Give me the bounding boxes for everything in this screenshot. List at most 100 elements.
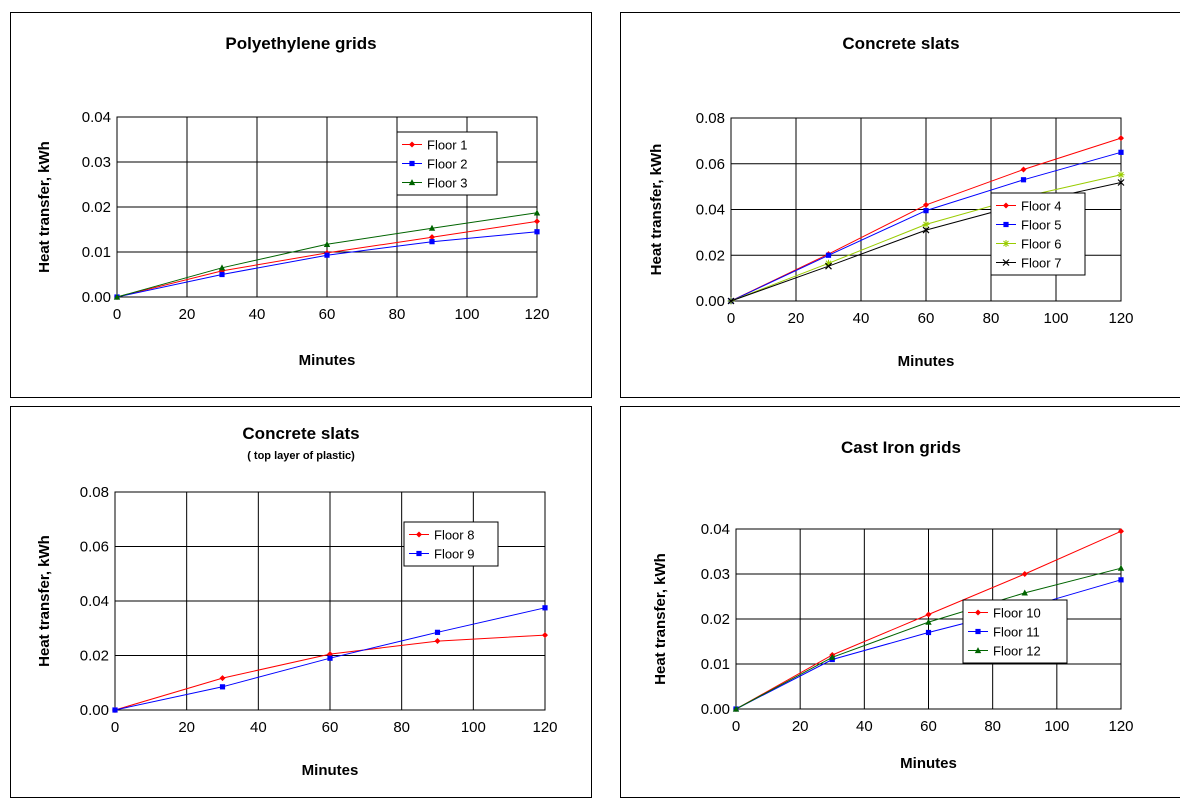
x-tick-label: 40 <box>250 719 267 736</box>
data-point-series-2 <box>1118 149 1124 155</box>
y-tick-label: 0.03 <box>82 154 111 171</box>
y-tick-label: 0.00 <box>701 701 730 718</box>
data-point-series-4 <box>727 297 735 305</box>
data-point-series-3 <box>1117 564 1125 571</box>
data-point-series-2 <box>534 229 540 235</box>
x-tick-label: 80 <box>984 718 1001 735</box>
x-tick-label: 40 <box>249 306 266 323</box>
data-point-series-1 <box>1118 528 1124 535</box>
chart-panel-cast-iron: Cast Iron grids 0.00 0.01 0.02 0.03 0.04 0 20 40… <box>620 406 1180 798</box>
chart-title: Cast Iron grids <box>841 438 961 457</box>
chart-polyethylene: Polyethylene grids 0.00 0.01 0.02 0.03 0.04 0 2… <box>36 34 550 369</box>
y-tick-label: 0.00 <box>82 289 111 306</box>
data-point-series-1 <box>1020 166 1027 173</box>
legend-label: Floor 7 <box>1021 256 1061 271</box>
x-tick-label: 80 <box>393 719 410 736</box>
legend-marker <box>409 160 415 167</box>
x-tick-label: 20 <box>178 719 195 736</box>
data-point-series-2 <box>1118 577 1124 583</box>
plot-area <box>735 528 1122 710</box>
data-point-series-2 <box>923 208 929 214</box>
data-point-series-2 <box>1020 177 1027 183</box>
data-point-series-2 <box>925 629 932 636</box>
legend-label: Floor 11 <box>993 625 1040 640</box>
data-point-series-1 <box>1021 571 1028 577</box>
y-axis-title: Heat transfer, kWh <box>36 535 53 667</box>
chart-cast-iron: Cast Iron grids 0.00 0.01 0.02 0.03 0.04 0 20 40… <box>652 438 1134 772</box>
chart-title: Polyethylene grids <box>225 34 376 53</box>
x-tick-label: 60 <box>322 719 339 736</box>
legend-label: Floor 9 <box>434 547 474 562</box>
x-tick-label: 120 <box>532 719 557 736</box>
data-point-series-1 <box>1118 135 1124 142</box>
y-tick-label: 0.08 <box>696 110 725 127</box>
data-point-series-2 <box>219 271 225 278</box>
chart-title: Concrete slats <box>842 34 959 53</box>
data-point-series-2 <box>429 239 435 245</box>
legend-label: Floor 4 <box>1021 199 1061 214</box>
chart-panel-concrete-slats: Concrete slats 0.00 0.02 0.04 0.06 0.08 0 20 40 6… <box>620 12 1180 398</box>
legend-marker <box>975 609 981 616</box>
x-tick-label: 120 <box>524 306 549 323</box>
chart-concrete-slats: Concrete slats 0.00 0.02 0.04 0.06 0.08 0 20 40 6… <box>648 34 1134 370</box>
y-tick-label: 0.04 <box>80 593 109 610</box>
data-point-series-3 <box>925 618 932 625</box>
legend-marker <box>1002 240 1010 247</box>
chart-panel-concrete-slats-plastic: Concrete slats ( top layer of plastic) 0.0… <box>10 406 592 798</box>
x-axis-title: Minutes <box>898 353 955 370</box>
data-point-series-1 <box>219 675 226 682</box>
legend-marker <box>975 628 981 635</box>
y-tick-label: 0.06 <box>80 539 109 556</box>
data-point-series-3 <box>323 240 331 247</box>
x-tick-label: 20 <box>179 306 196 323</box>
x-tick-label: 100 <box>1043 310 1068 327</box>
legend-label: Floor 12 <box>993 644 1041 659</box>
plot-area <box>116 116 538 298</box>
data-point-series-2 <box>434 629 441 635</box>
data-point-series-1 <box>923 201 929 208</box>
legend-label: Floor 8 <box>434 528 474 543</box>
y-axis-title: Heat transfer, kWh <box>652 553 669 685</box>
x-tick-label: 40 <box>853 310 870 327</box>
x-tick-label: 60 <box>920 718 937 735</box>
x-tick-label: 60 <box>319 306 336 323</box>
y-tick-label: 0.04 <box>82 109 111 126</box>
data-point-series-1 <box>925 611 932 618</box>
data-point-series-2 <box>112 707 118 713</box>
x-tick-label: 0 <box>113 306 121 323</box>
data-point-series-1 <box>327 651 333 658</box>
legend-label: Floor 3 <box>427 176 467 191</box>
y-tick-label: 0.01 <box>82 244 111 261</box>
data-point-series-3 <box>1117 171 1125 179</box>
data-point-series-1 <box>434 638 441 645</box>
legend-marker <box>1003 221 1009 228</box>
data-point-series-2 <box>327 655 333 661</box>
y-tick-label: 0.02 <box>701 611 730 628</box>
y-tick-label: 0.02 <box>696 247 725 264</box>
x-tick-label: 120 <box>1108 310 1133 327</box>
data-point-series-4 <box>922 226 930 234</box>
legend-marker <box>1002 259 1010 266</box>
data-point-series-3 <box>1021 589 1028 596</box>
legend-marker <box>408 179 416 186</box>
chart-panel-polyethylene: Polyethylene grids 0.00 0.01 0.02 0.03 0.04 0 2… <box>10 12 592 398</box>
data-point-series-3 <box>218 264 226 271</box>
legend-label: Floor 10 <box>993 606 1041 621</box>
chart-concrete-slats-plastic: Concrete slats ( top layer of plastic) 0.0… <box>36 424 558 779</box>
data-point-series-4 <box>825 262 832 270</box>
legend-marker <box>416 550 422 557</box>
y-tick-label: 0.06 <box>696 156 725 173</box>
legend-marker <box>409 141 415 148</box>
data-point-series-3 <box>825 259 832 267</box>
data-point-series-3 <box>732 705 740 712</box>
data-point-series-2 <box>825 252 832 258</box>
x-tick-label: 60 <box>918 310 935 327</box>
data-point-series-3 <box>829 653 836 660</box>
data-point-series-1 <box>534 218 540 225</box>
chart-subtitle: ( top layer of plastic) <box>247 450 355 462</box>
x-tick-label: 40 <box>856 718 873 735</box>
x-tick-label: 100 <box>461 719 486 736</box>
y-axis-title: Heat transfer, kWh <box>648 144 665 276</box>
y-axis-title: Heat transfer, kWh <box>36 141 53 273</box>
data-point-series-2 <box>219 684 226 690</box>
